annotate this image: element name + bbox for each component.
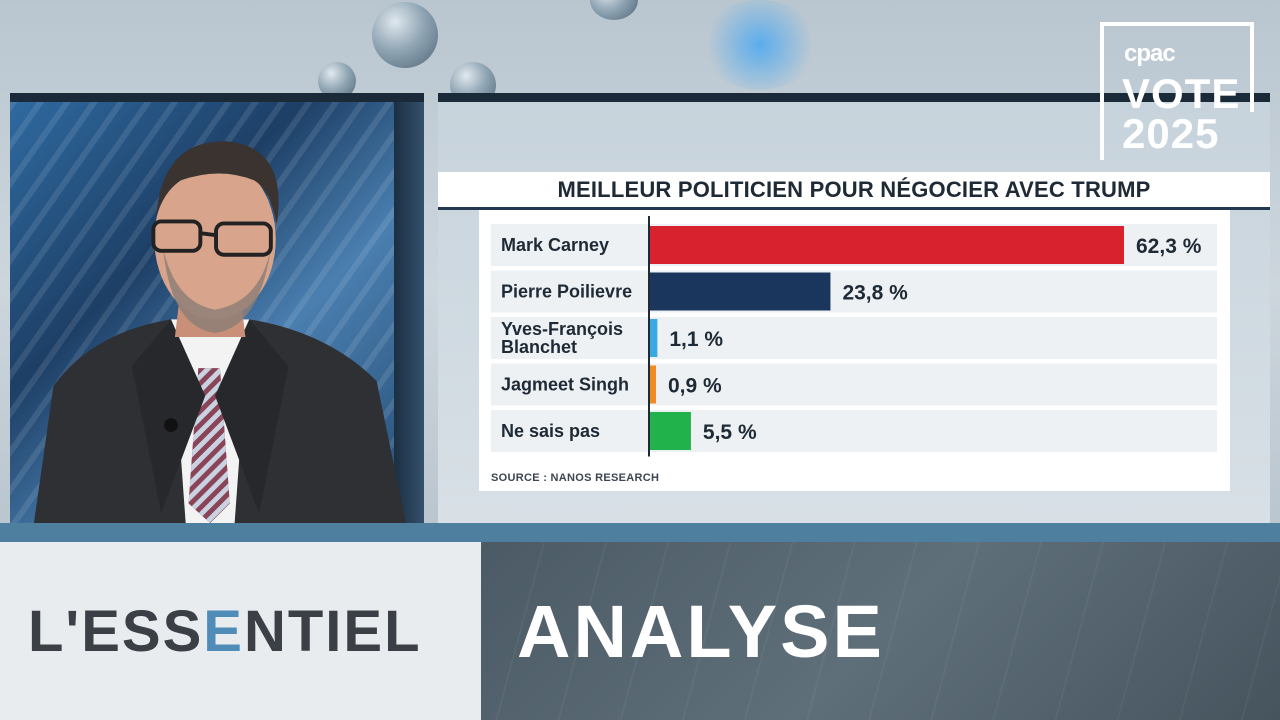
row-background: [491, 363, 1217, 406]
video-panel: [10, 93, 424, 523]
category-label: Mark Carney: [501, 235, 609, 255]
section-panel-texture: [481, 542, 1280, 720]
logo-vote: VOTE: [1122, 70, 1241, 117]
show-brand-part: L'ESS: [28, 598, 204, 664]
category-label: Ne sais pas: [501, 421, 600, 441]
bar: [649, 365, 656, 404]
logo-frame-right: [1250, 22, 1254, 112]
row-background: [491, 270, 1217, 313]
bar-chart: Mark Carney 62,3 % Pierre Poilievre 23,8 % Y…: [491, 216, 1217, 457]
presenter-image: [33, 141, 406, 523]
lower-third-divider: [0, 523, 1280, 542]
background-sphere: [372, 2, 438, 68]
chart-title: MEILLEUR POLITICIEN POUR NÉGOCIER AVEC T…: [557, 176, 1151, 202]
logo-frame: [1100, 22, 1254, 160]
bar: [649, 319, 658, 357]
section-title: ANALYSE: [517, 589, 885, 673]
cpac-vote-2025-logo: cpac VOTE 2025: [1100, 22, 1254, 160]
show-brand-part: NTIEL: [243, 598, 422, 664]
value-label: 0,9 %: [668, 375, 722, 398]
logo-year: 2025: [1122, 110, 1220, 157]
show-brand-accent: E: [203, 598, 244, 664]
logo-brand: cpac: [1124, 40, 1176, 67]
window-edge: [394, 102, 424, 523]
value-label: 62,3 %: [1136, 235, 1202, 258]
chart-card: Mark Carney 62,3 % Pierre Poilievre 23,8 % Y…: [479, 210, 1230, 491]
chart-panel: MEILLEUR POLITICIEN POUR NÉGOCIER AVEC T…: [438, 93, 1270, 523]
value-label: 23,8 %: [842, 282, 908, 305]
bar: [649, 226, 1124, 264]
chart-source: SOURCE : NANOS RESEARCH: [491, 472, 660, 484]
background-sphere: [590, 0, 638, 20]
bar: [649, 412, 691, 450]
show-brand: L'ESSENTIEL: [28, 598, 422, 665]
category-label: Pierre Poilievre: [501, 282, 632, 302]
row-background: [491, 317, 1217, 359]
background-glow: [700, 0, 820, 90]
category-label: Yves-François Blanchet: [501, 319, 623, 357]
chart-title-bar: MEILLEUR POLITICIEN POUR NÉGOCIER AVEC T…: [438, 172, 1270, 210]
section-panel: ANALYSE: [481, 542, 1280, 720]
value-label: 1,1 %: [669, 328, 723, 351]
row-background: [491, 410, 1217, 452]
bar: [649, 272, 831, 311]
value-label: 5,5 %: [703, 421, 757, 444]
show-brand-panel: L'ESSENTIEL: [0, 542, 481, 720]
category-label: Jagmeet Singh: [501, 375, 629, 395]
